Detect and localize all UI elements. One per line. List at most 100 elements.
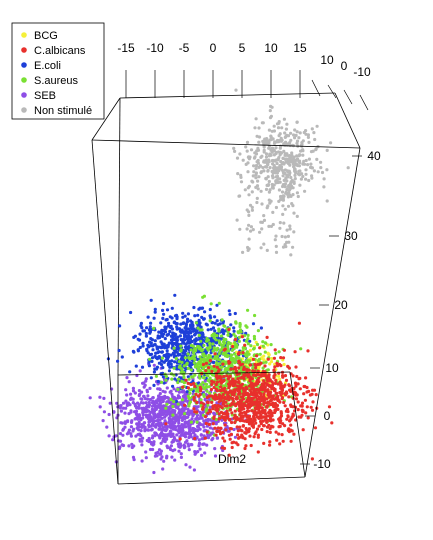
data-point <box>295 120 299 124</box>
data-point <box>301 174 305 179</box>
data-point <box>197 442 201 446</box>
data-point <box>159 410 163 414</box>
data-point <box>238 417 242 421</box>
data-point <box>259 419 263 424</box>
data-point <box>279 136 283 140</box>
data-point <box>198 328 202 332</box>
data-point <box>289 253 293 257</box>
data-point <box>307 140 311 144</box>
data-point <box>152 442 156 446</box>
data-point <box>192 361 196 365</box>
data-point <box>280 433 284 437</box>
data-point <box>289 439 293 443</box>
data-point <box>247 193 251 197</box>
box-front-edges <box>91 92 361 485</box>
legend-marker <box>21 107 27 113</box>
data-point <box>220 415 224 419</box>
data-point <box>271 222 275 227</box>
data-point <box>188 337 192 341</box>
data-point <box>244 339 248 343</box>
data-point <box>156 336 160 340</box>
data-point <box>174 356 178 361</box>
data-point <box>187 413 191 417</box>
data-point <box>226 346 230 350</box>
data-point <box>121 433 125 437</box>
data-point <box>167 321 171 325</box>
data-point <box>287 383 291 387</box>
data-point <box>163 394 167 398</box>
data-point <box>278 362 282 367</box>
data-point <box>145 428 150 432</box>
data-point <box>212 385 216 390</box>
data-point <box>249 148 254 152</box>
data-point <box>281 212 285 216</box>
data-point <box>164 326 168 331</box>
data-point <box>205 323 209 327</box>
data-point <box>148 357 152 361</box>
z-tick-label: 30 <box>344 229 358 243</box>
data-point <box>275 391 279 395</box>
data-point <box>277 188 281 192</box>
data-point <box>208 376 212 380</box>
data-point <box>143 427 147 431</box>
data-point <box>247 427 251 431</box>
data-point <box>292 211 296 215</box>
data-point <box>303 162 307 166</box>
data-point <box>214 387 218 391</box>
data-point <box>233 149 237 153</box>
data-point <box>236 377 240 381</box>
data-point <box>188 329 192 333</box>
data-point <box>157 350 161 354</box>
data-point <box>161 308 165 312</box>
data-point <box>228 334 232 338</box>
data-point <box>292 230 296 234</box>
data-point <box>239 173 243 177</box>
data-point <box>157 404 161 408</box>
data-point <box>289 423 293 427</box>
data-point <box>251 366 255 370</box>
data-point <box>215 361 219 365</box>
data-point <box>198 376 202 380</box>
data-point <box>229 358 233 362</box>
data-point <box>137 389 141 393</box>
data-point <box>222 411 226 415</box>
z-axis-ticks: -10 0 10 20 30 40 <box>300 149 381 471</box>
data-point <box>217 339 221 343</box>
data-point <box>146 315 150 319</box>
data-point <box>223 352 227 356</box>
data-point <box>173 293 177 297</box>
data-point <box>187 345 191 349</box>
data-point <box>240 429 244 433</box>
data-point <box>250 381 254 385</box>
data-point <box>241 351 245 355</box>
data-point <box>242 402 246 406</box>
data-point <box>150 338 154 342</box>
x-tick-label: -5 <box>179 41 190 55</box>
data-point <box>162 360 166 364</box>
data-point <box>162 312 166 316</box>
data-point <box>221 379 225 383</box>
data-point <box>214 433 218 437</box>
data-point <box>244 162 248 166</box>
data-point <box>276 157 280 161</box>
data-point <box>159 441 163 445</box>
data-point <box>306 163 310 167</box>
data-point <box>271 137 275 141</box>
data-point <box>220 394 224 398</box>
data-point <box>265 420 269 424</box>
data-point <box>228 417 232 421</box>
data-point <box>301 410 305 414</box>
data-point <box>170 410 174 414</box>
data-point <box>285 179 289 183</box>
data-point <box>151 408 155 412</box>
data-point <box>251 174 255 178</box>
data-point <box>280 384 284 388</box>
data-point <box>229 363 233 367</box>
data-point <box>217 412 221 416</box>
data-point <box>235 218 239 222</box>
data-point <box>275 438 279 442</box>
data-point <box>186 422 190 426</box>
data-point <box>261 419 265 423</box>
data-point <box>233 435 237 439</box>
data-point <box>164 353 169 357</box>
